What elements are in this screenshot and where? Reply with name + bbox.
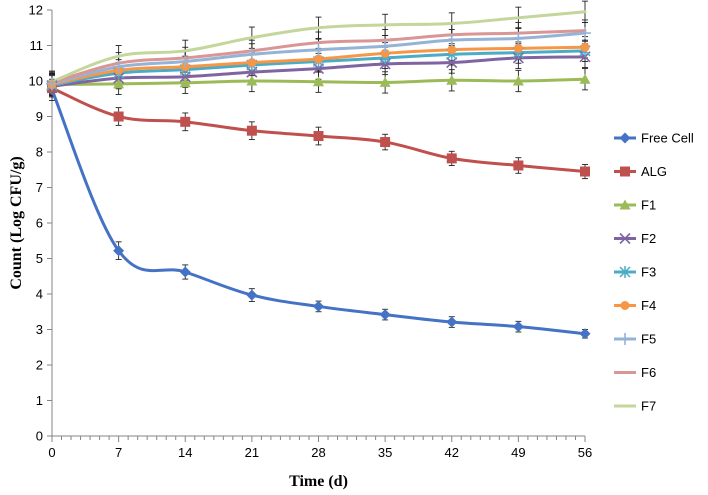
data-point-f1 (446, 74, 458, 85)
y-tick-label: 11 (30, 38, 44, 53)
legend-item-alg: ALG (614, 164, 667, 179)
data-point-f1 (113, 78, 125, 89)
data-point-free-cell (113, 245, 125, 257)
data-point-f4 (447, 45, 457, 55)
y-tick-label: 6 (36, 216, 43, 231)
legend-item-f6: F6 (614, 365, 656, 380)
y-tick-label: 7 (36, 180, 43, 195)
y-tick-label: 4 (36, 287, 43, 302)
series-line-f7 (50, 10, 587, 84)
legend-label: F3 (641, 265, 656, 280)
data-point-f4 (513, 43, 523, 53)
data-point-free-cell (246, 289, 258, 301)
y-tick-label: 5 (36, 251, 43, 266)
data-point-f1 (379, 76, 391, 87)
legend-item-f4: F4 (614, 298, 656, 313)
x-tick-label: 0 (48, 445, 55, 460)
data-point-f5 (46, 77, 58, 90)
data-point-f1 (179, 77, 191, 88)
x-tick-label: 42 (445, 445, 459, 460)
legend-label: F4 (641, 298, 656, 313)
data-point-free-cell (313, 300, 324, 312)
x-tick-label: 14 (178, 445, 192, 460)
legend-item-free-cell: Free Cell (614, 131, 694, 146)
x-tick-label: 49 (511, 445, 525, 460)
data-point-alg (113, 111, 124, 122)
data-point-alg (380, 137, 391, 148)
y-axis-title: Count (Log CFU/g) (8, 156, 25, 289)
data-point-f4 (314, 54, 323, 64)
data-point-alg (246, 125, 257, 136)
legend-label: ALG (641, 164, 667, 179)
data-point-free-cell (512, 321, 524, 333)
data-point-f5 (112, 60, 125, 73)
y-tick-label: 8 (36, 145, 43, 160)
data-point-f4 (380, 48, 390, 58)
data-point-f1 (313, 76, 324, 87)
legend-marker (619, 199, 631, 210)
legend-marker (620, 166, 630, 177)
legend-marker (619, 232, 631, 245)
data-point-alg (313, 131, 324, 142)
data-point-alg (513, 160, 524, 171)
y-tick-label: 10 (29, 74, 43, 89)
legend-label: Free Cell (641, 131, 694, 146)
data-point-f4 (247, 58, 257, 68)
x-tick-label: 28 (311, 445, 325, 460)
data-point-free-cell (379, 309, 391, 321)
y-tick-label: 3 (36, 322, 43, 337)
x-axis-title: Time (d) (289, 473, 348, 490)
legend-marker (620, 301, 630, 310)
legend-item-f7: F7 (614, 399, 656, 414)
legend-item-f2: F2 (614, 231, 656, 246)
legend-marker (619, 266, 631, 278)
y-tick-label: 12 (29, 3, 43, 18)
data-point-f4 (580, 42, 590, 52)
x-tick-label: 21 (245, 445, 259, 460)
legend-label: F6 (641, 365, 656, 380)
legend-item-f3: F3 (614, 265, 656, 280)
series-markers (46, 27, 591, 340)
data-point-f5 (379, 40, 392, 53)
data-point-alg (180, 116, 191, 127)
legend-label: F1 (641, 198, 656, 213)
data-point-f1 (512, 75, 524, 86)
data-point-f1 (246, 75, 258, 86)
data-point-f5 (445, 34, 458, 47)
data-point-free-cell (179, 266, 191, 278)
x-tick-label: 7 (115, 445, 122, 460)
data-point-free-cell (579, 328, 591, 340)
x-tick-label: 56 (578, 445, 592, 460)
y-tick-label: 1 (36, 393, 43, 408)
y-tick-label: 9 (36, 109, 43, 124)
legend-item-f5: F5 (614, 332, 656, 347)
legend-label: F2 (641, 231, 656, 246)
data-point-f1 (579, 73, 591, 84)
data-point-f5 (245, 48, 258, 61)
y-tick-label: 2 (36, 358, 43, 373)
data-point-f5 (312, 43, 325, 56)
series-line-f6 (50, 29, 587, 85)
legend-item-f1: F1 (614, 198, 656, 213)
data-point-f2 (446, 56, 458, 69)
data-point-free-cell (446, 316, 458, 328)
legend-marker (619, 132, 631, 144)
legend-marker (619, 333, 631, 345)
data-point-f5 (512, 32, 525, 45)
y-tick-label: 0 (36, 429, 43, 444)
data-point-alg (446, 153, 457, 164)
data-point-alg (580, 166, 590, 177)
data-point-f5 (179, 55, 192, 68)
legend-label: F7 (641, 399, 656, 414)
legend: Free Cell ALG F1 F2 F3 F4 F5 F6 F7 (614, 131, 694, 414)
x-tick-label: 35 (378, 445, 392, 460)
legend-label: F5 (641, 332, 656, 347)
data-point-f5 (579, 27, 591, 40)
